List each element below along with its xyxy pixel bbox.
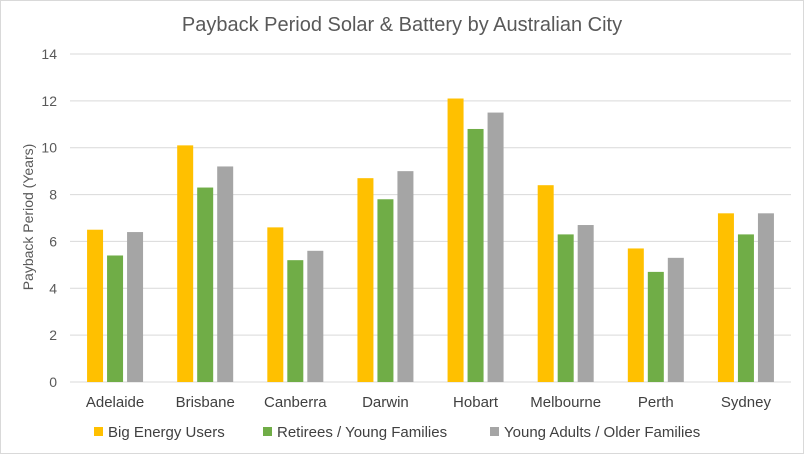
bar [397, 171, 414, 382]
bar [107, 255, 124, 382]
bar [307, 250, 324, 382]
y-tick-label: 6 [49, 233, 57, 249]
x-tick-label: Adelaide [86, 394, 144, 411]
bar [487, 112, 504, 383]
x-tick-label: Hobart [453, 394, 499, 411]
bar [217, 166, 234, 382]
legend-swatch [263, 427, 272, 436]
chart-title: Payback Period Solar & Battery by Austra… [182, 14, 622, 36]
x-axis-ticks: Adelaide Brisbane Canberra Darwin Hobart Melb… [86, 394, 772, 411]
y-tick-label: 12 [41, 93, 57, 109]
bar [757, 213, 774, 382]
bars [87, 98, 774, 383]
y-tick-label: 8 [49, 187, 57, 203]
bar [177, 145, 194, 382]
legend-label: Big Energy Users [108, 424, 225, 441]
bar [667, 257, 684, 382]
bar [197, 187, 214, 382]
bar [627, 248, 644, 382]
y-tick-label: 4 [49, 280, 57, 296]
bar [557, 234, 574, 382]
bar [267, 227, 284, 382]
x-tick-label: Canberra [264, 394, 327, 411]
x-tick-label: Brisbane [176, 394, 235, 411]
x-tick-label: Sydney [721, 394, 772, 411]
y-axis-ticks: 0 2 4 6 8 10 12 14 [41, 46, 57, 390]
x-tick-label: Perth [638, 394, 674, 411]
bar [717, 213, 734, 382]
bar [127, 232, 144, 382]
bar [467, 128, 484, 382]
x-tick-label: Darwin [362, 394, 409, 411]
y-axis-label: Payback Period (Years) [20, 144, 36, 291]
y-tick-label: 14 [41, 46, 57, 62]
x-tick-label: Melbourne [530, 394, 601, 411]
y-tick-label: 0 [49, 374, 57, 390]
y-tick-label: 10 [41, 140, 57, 156]
bar [737, 234, 754, 382]
bar [647, 271, 664, 382]
bar [447, 98, 464, 382]
bar [287, 260, 304, 382]
bar [357, 178, 374, 382]
legend-swatch [94, 427, 103, 436]
legend-label: Retirees / Young Families [277, 424, 447, 441]
bar [537, 185, 554, 382]
bar [577, 225, 594, 382]
legend-swatch [490, 427, 499, 436]
bar [377, 199, 394, 382]
y-tick-label: 2 [49, 327, 57, 343]
bar [87, 229, 104, 382]
legend: Big Energy Users Retirees / Young Familie… [94, 424, 700, 441]
legend-label: Young Adults / Older Families [504, 424, 700, 441]
